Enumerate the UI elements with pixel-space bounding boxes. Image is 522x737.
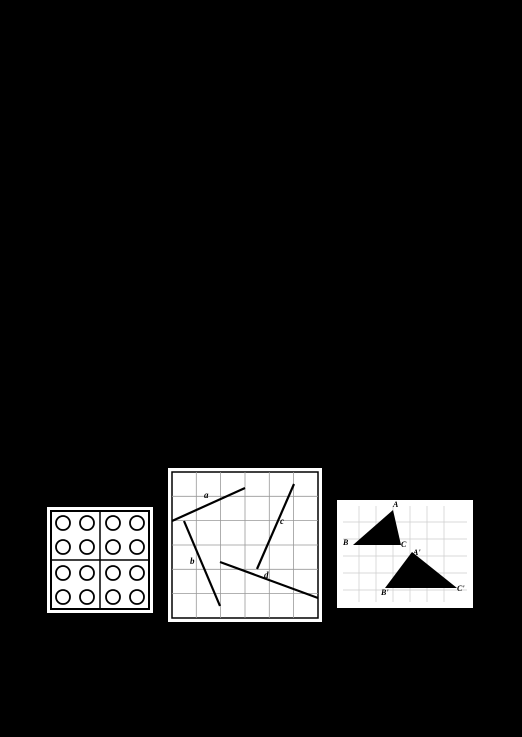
- label-a: a: [204, 490, 209, 500]
- label-Bp: B': [381, 588, 389, 597]
- page: a b c d A B C A': [45, 50, 475, 690]
- label-B: B: [343, 538, 348, 547]
- label-d: d: [264, 570, 269, 580]
- figure-circle-grid: [45, 505, 155, 615]
- figure-line-grid: a b c d: [166, 466, 324, 624]
- label-b: b: [190, 556, 195, 566]
- label-c: c: [280, 516, 284, 526]
- label-Ap: A': [413, 548, 421, 557]
- figure-triangles: A B C A' B' C': [335, 498, 475, 610]
- figure-row: a b c d A B C A': [45, 465, 475, 625]
- label-A: A: [393, 500, 398, 509]
- label-Cp: C': [457, 584, 465, 593]
- label-C: C: [401, 540, 406, 549]
